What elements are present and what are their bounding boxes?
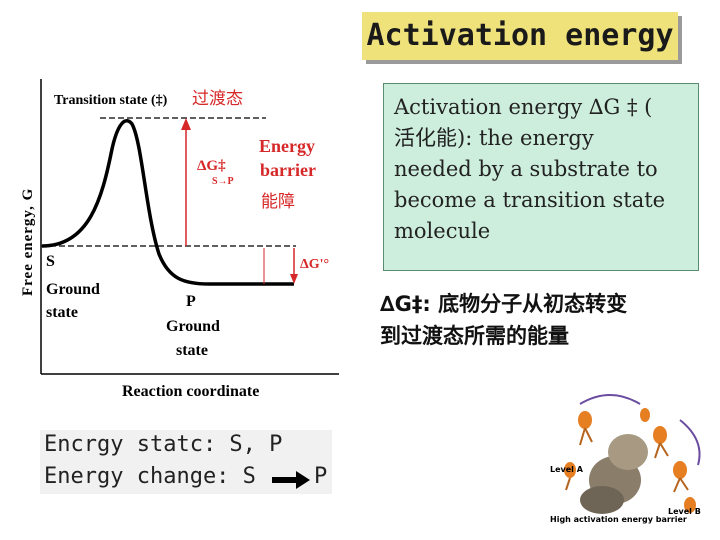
slide-title: Activation energy — [366, 18, 674, 53]
definition-line: become a transition state — [394, 188, 666, 212]
dg-standard-arrow-head — [290, 274, 298, 284]
p-label: P — [186, 293, 196, 310]
barrier-label-line2: barrier — [260, 160, 316, 180]
right-arrow-icon — [272, 471, 310, 489]
barrier-label-line1: Energy — [259, 136, 315, 156]
motion-arrow-icon — [579, 394, 641, 405]
cartoon-caption: High activation energy barrier — [550, 515, 687, 524]
p-ground-label: Ground — [166, 318, 220, 335]
climber-figures-icon — [564, 408, 696, 513]
activation-barrier-cartoon: Level A Level B High activation energy b… — [550, 394, 701, 524]
chinese-note: ∆G‡: 底物分子从初态转变 到过渡态所需的能量 — [380, 288, 710, 352]
s-label: S — [46, 253, 55, 270]
barrier-arrow-head — [181, 118, 191, 130]
energy-state-line: Encrgy statc: S, P — [44, 432, 283, 457]
x-axis-label: Reaction coordinate — [122, 383, 259, 400]
energy-change-prefix: Energy change: S — [44, 464, 256, 489]
s-state-label: state — [46, 304, 78, 321]
barrier-cn-label: 能障 — [261, 192, 295, 212]
definition-line: 活化能): the energy — [394, 126, 594, 150]
title-banner: Activation energy — [362, 12, 678, 60]
definition-line: Activation energy ∆G ‡ ( — [394, 95, 653, 119]
definition-box: Activation energy ∆G ‡ ( 活化能): the energ… — [383, 83, 699, 271]
transition-state-label: Transition state (‡) — [54, 93, 168, 108]
energy-state-box: Encrgy statc: S, P Energy change: S P — [40, 430, 332, 494]
dg-barrier-label: ΔG‡ — [197, 158, 226, 174]
energy-change-suffix: P — [314, 464, 328, 489]
y-axis-label: Free energy, G — [20, 188, 36, 296]
reaction-curve — [41, 119, 294, 286]
p-state-label: state — [176, 342, 208, 359]
s-ground-label: Ground — [46, 281, 100, 298]
note-line: 到过渡态所需的能量 — [380, 324, 569, 348]
definition-line: needed by a substrate to — [394, 157, 658, 181]
note-line: ∆G‡: 底物分子从初态转变 — [380, 292, 628, 316]
dg-standard-label: ΔG'° — [300, 257, 329, 272]
level-b-label: Level B — [668, 507, 701, 516]
energy-diagram: Free energy, G Transition state (‡) 过渡态 … — [20, 79, 339, 400]
level-a-label: Level A — [550, 465, 584, 474]
definition-line: molecule — [394, 219, 491, 243]
transition-state-cn-label: 过渡态 — [192, 89, 243, 109]
dg-barrier-subscript: S→P — [212, 176, 234, 187]
